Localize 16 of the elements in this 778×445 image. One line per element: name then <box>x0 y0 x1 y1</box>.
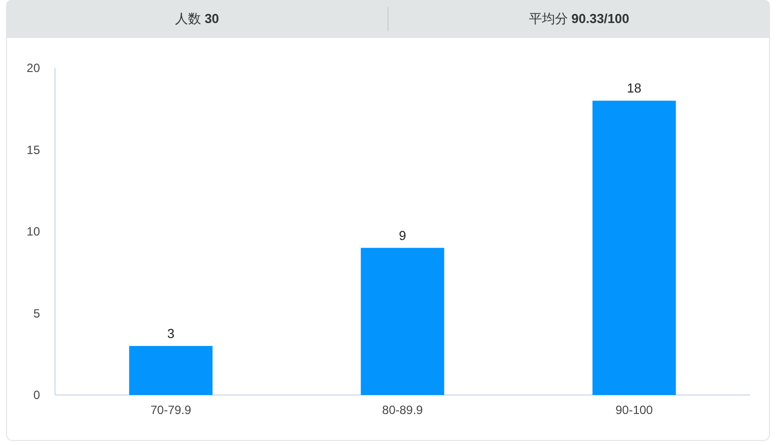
y-tick-label: 5 <box>33 306 40 320</box>
data-label: 3 <box>167 326 174 341</box>
y-tick-label: 15 <box>26 142 40 157</box>
bar <box>129 346 213 395</box>
y-tick-label: 20 <box>26 61 40 76</box>
x-tick-label: 90-100 <box>615 403 654 417</box>
y-tick-label: 10 <box>26 224 40 239</box>
data-label: 18 <box>626 80 642 96</box>
text: 人数 30 <box>174 11 220 26</box>
data-label: 9 <box>398 228 406 243</box>
bar <box>360 248 444 395</box>
y-tick-label: 0 <box>33 388 40 402</box>
x-tick-label: 80-89.9 <box>382 403 424 417</box>
x-tick-label: 70-79.9 <box>150 403 192 417</box>
bar <box>592 100 676 395</box>
text: 平均分 90.33/100 <box>528 11 630 26</box>
